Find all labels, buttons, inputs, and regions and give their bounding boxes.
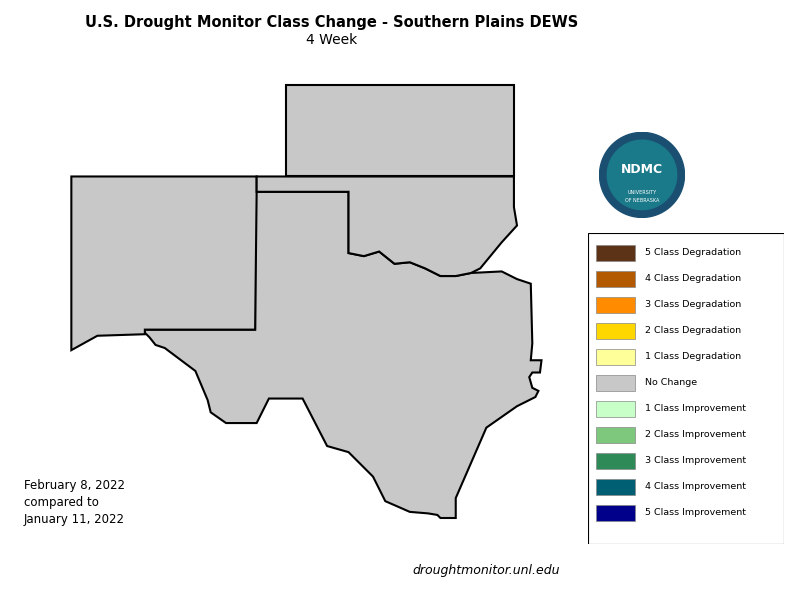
- Polygon shape: [145, 192, 542, 518]
- Text: 2 Class Improvement: 2 Class Improvement: [645, 431, 746, 440]
- FancyBboxPatch shape: [596, 375, 635, 391]
- Text: 3 Class Improvement: 3 Class Improvement: [645, 456, 746, 465]
- Text: U.S. Drought Monitor Class Change - Southern Plains DEWS: U.S. Drought Monitor Class Change - Sout…: [86, 15, 578, 30]
- Text: 4 Week: 4 Week: [306, 33, 358, 47]
- Text: droughtmonitor.unl.edu: droughtmonitor.unl.edu: [413, 564, 560, 577]
- Polygon shape: [607, 141, 677, 209]
- Text: 4 Class Degradation: 4 Class Degradation: [645, 274, 741, 283]
- FancyBboxPatch shape: [596, 479, 635, 495]
- Polygon shape: [257, 176, 517, 276]
- Text: 3 Class Degradation: 3 Class Degradation: [645, 300, 741, 309]
- Text: 4 Class Improvement: 4 Class Improvement: [645, 483, 746, 492]
- FancyBboxPatch shape: [588, 233, 784, 544]
- Polygon shape: [286, 84, 514, 176]
- Text: No Change: No Change: [645, 379, 697, 388]
- Text: 2 Class Degradation: 2 Class Degradation: [645, 327, 741, 335]
- Text: 1 Class Degradation: 1 Class Degradation: [645, 352, 741, 361]
- FancyBboxPatch shape: [596, 297, 635, 313]
- FancyBboxPatch shape: [596, 505, 635, 521]
- FancyBboxPatch shape: [596, 245, 635, 261]
- Polygon shape: [71, 176, 257, 350]
- Text: NDMC: NDMC: [621, 163, 663, 176]
- Text: February 8, 2022
compared to
January 11, 2022: February 8, 2022 compared to January 11,…: [24, 479, 125, 526]
- Text: UNIVERSITY: UNIVERSITY: [627, 190, 657, 195]
- Polygon shape: [599, 132, 685, 218]
- Text: 5 Class Degradation: 5 Class Degradation: [645, 248, 741, 257]
- FancyBboxPatch shape: [596, 453, 635, 469]
- FancyBboxPatch shape: [596, 401, 635, 417]
- FancyBboxPatch shape: [596, 271, 635, 287]
- FancyBboxPatch shape: [596, 349, 635, 365]
- Text: 5 Class Improvement: 5 Class Improvement: [645, 508, 746, 517]
- FancyBboxPatch shape: [596, 323, 635, 339]
- Text: 1 Class Improvement: 1 Class Improvement: [645, 404, 746, 413]
- FancyBboxPatch shape: [596, 427, 635, 443]
- Text: OF NEBRASKA: OF NEBRASKA: [625, 199, 659, 203]
